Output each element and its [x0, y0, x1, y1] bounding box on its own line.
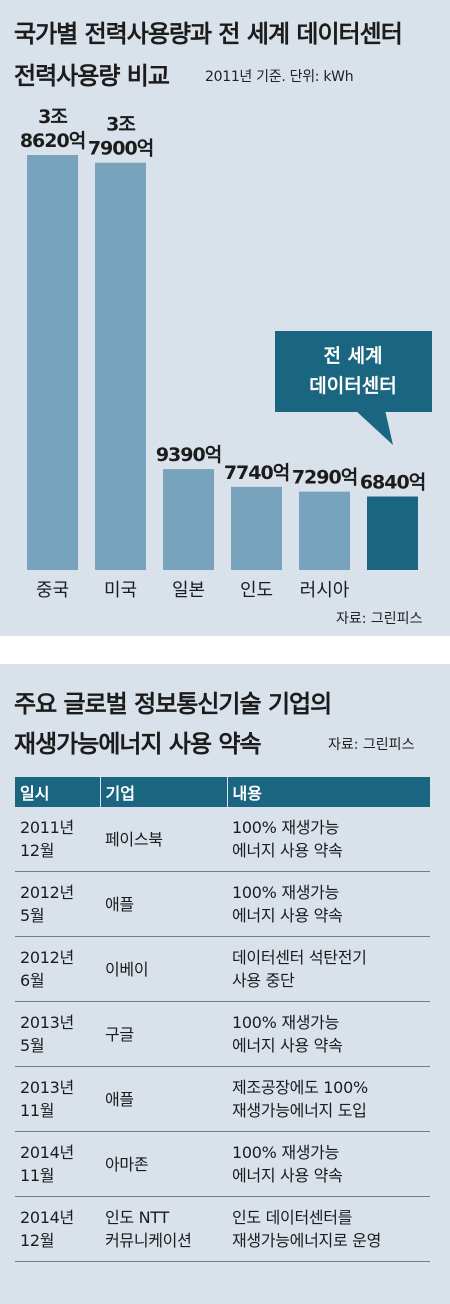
cell-content: 100% 재생가능 에너지 사용 약속 [232, 818, 343, 860]
bar-value-label: 7740억 [224, 462, 289, 484]
cell-content: 데이터센터 석탄전기 사용 중단 [232, 948, 367, 990]
callout-pointer [355, 410, 393, 445]
cell-date: 2011년 12월 [20, 818, 74, 860]
table-panel: 주요 글로벌 정보통신기술 기업의 재생가능에너지 사용 약속 자료: 그린피스… [0, 664, 450, 1304]
header-content: 내용 [227, 777, 430, 807]
category-label: 일본 [172, 580, 205, 600]
cell-content: 100% 재생가능 에너지 사용 약속 [232, 1143, 343, 1185]
cell-company: 애플 [105, 1089, 134, 1109]
bar [367, 496, 418, 570]
bar [231, 486, 282, 570]
bar [27, 155, 78, 570]
chart-panel: 국가별 전력사용량과 전 세계 데이터센터 전력사용량 비교 2011년 기준.… [0, 0, 450, 636]
bar [163, 469, 214, 570]
table-title-line1: 주요 글로벌 정보통신기술 기업의 [14, 690, 332, 718]
header-company: 기업 [100, 777, 228, 807]
category-label: 러시아 [300, 580, 350, 600]
cell-company: 페이스북 [105, 829, 163, 849]
table-row: 2012년 5월 애플 100% 재생가능 에너지 사용 약속 [15, 871, 430, 937]
table-row: 2011년 12월 페이스북 100% 재생가능 에너지 사용 약속 [15, 807, 430, 872]
cell-date: 2012년 5월 [20, 883, 74, 925]
cell-date: 2013년 5월 [20, 1013, 74, 1055]
bar-value-label: 8620억 [20, 130, 85, 152]
bar [299, 491, 350, 570]
bar-value-label: 7900억 [88, 138, 153, 160]
cell-date: 2014년 11월 [20, 1143, 74, 1185]
cell-date: 2014년 12월 [20, 1208, 74, 1250]
table-row: 2014년 11월 아마존 100% 재생가능 에너지 사용 약속 [15, 1131, 430, 1197]
table-header-row: 일시 기업 내용 [15, 777, 430, 807]
header-date: 일시 [15, 777, 101, 807]
bar [95, 162, 146, 570]
cell-company: 아마존 [105, 1154, 149, 1174]
cell-date: 2013년 11월 [20, 1078, 74, 1120]
cell-date: 2012년 6월 [20, 948, 74, 990]
chart-subtitle: 2011년 기준. 단위: kWh [205, 69, 354, 85]
cell-content: 100% 재생가능 에너지 사용 약속 [232, 1013, 343, 1055]
bar-value-label: 9390억 [156, 444, 221, 466]
bar-value-label: 3조 [38, 106, 67, 128]
callout-label: 전 세계 [323, 345, 382, 367]
category-label: 중국 [36, 580, 69, 600]
chart-title-line2: 전력사용량 비교 [14, 62, 170, 90]
cell-content: 제조공장에도 100% 재생가능에너지 도입 [232, 1078, 368, 1120]
callout-label: 데이터센터 [309, 375, 396, 397]
category-label: 미국 [104, 580, 137, 600]
table-row: 2013년 11월 애플 제조공장에도 100% 재생가능에너지 도입 [15, 1066, 430, 1132]
callout-box [275, 331, 432, 412]
cell-company: 애플 [105, 894, 134, 914]
cell-company: 구글 [105, 1024, 134, 1044]
cell-content: 100% 재생가능 에너지 사용 약속 [232, 883, 343, 925]
bar-value-label: 3조 [106, 114, 135, 136]
table-row: 2013년 5월 구글 100% 재생가능 에너지 사용 약속 [15, 1001, 430, 1067]
cell-company: 인도 NTT 커뮤니케이션 [105, 1208, 192, 1250]
chart-title-line1: 국가별 전력사용량과 전 세계 데이터센터 [14, 20, 403, 48]
table-title-line2: 재생가능에너지 사용 약속 [14, 730, 262, 758]
category-label: 인도 [240, 580, 273, 600]
bar-value-label: 6840억 [360, 471, 425, 493]
bar-value-label: 7290억 [292, 467, 357, 489]
cell-content: 인도 데이터센터를 재생가능에너지로 운영 [232, 1208, 381, 1250]
bar-chart: 3조8620억중국3조7900억미국9390억일본7740억인도7290억러시아… [20, 106, 432, 600]
table-row: 2012년 6월 이베이 데이터센터 석탄전기 사용 중단 [15, 936, 430, 1002]
chart-source: 자료: 그린피스 [336, 611, 423, 627]
table-row: 2014년 12월 인도 NTT 커뮤니케이션 인도 데이터센터를 재생가능에너… [15, 1196, 430, 1262]
table-source: 자료: 그린피스 [328, 737, 415, 753]
cell-company: 이베이 [105, 959, 149, 979]
pledge-table: 일시 기업 내용 2011년 12월 페이스북 100% 재생가능 에너지 사용… [15, 777, 430, 1262]
